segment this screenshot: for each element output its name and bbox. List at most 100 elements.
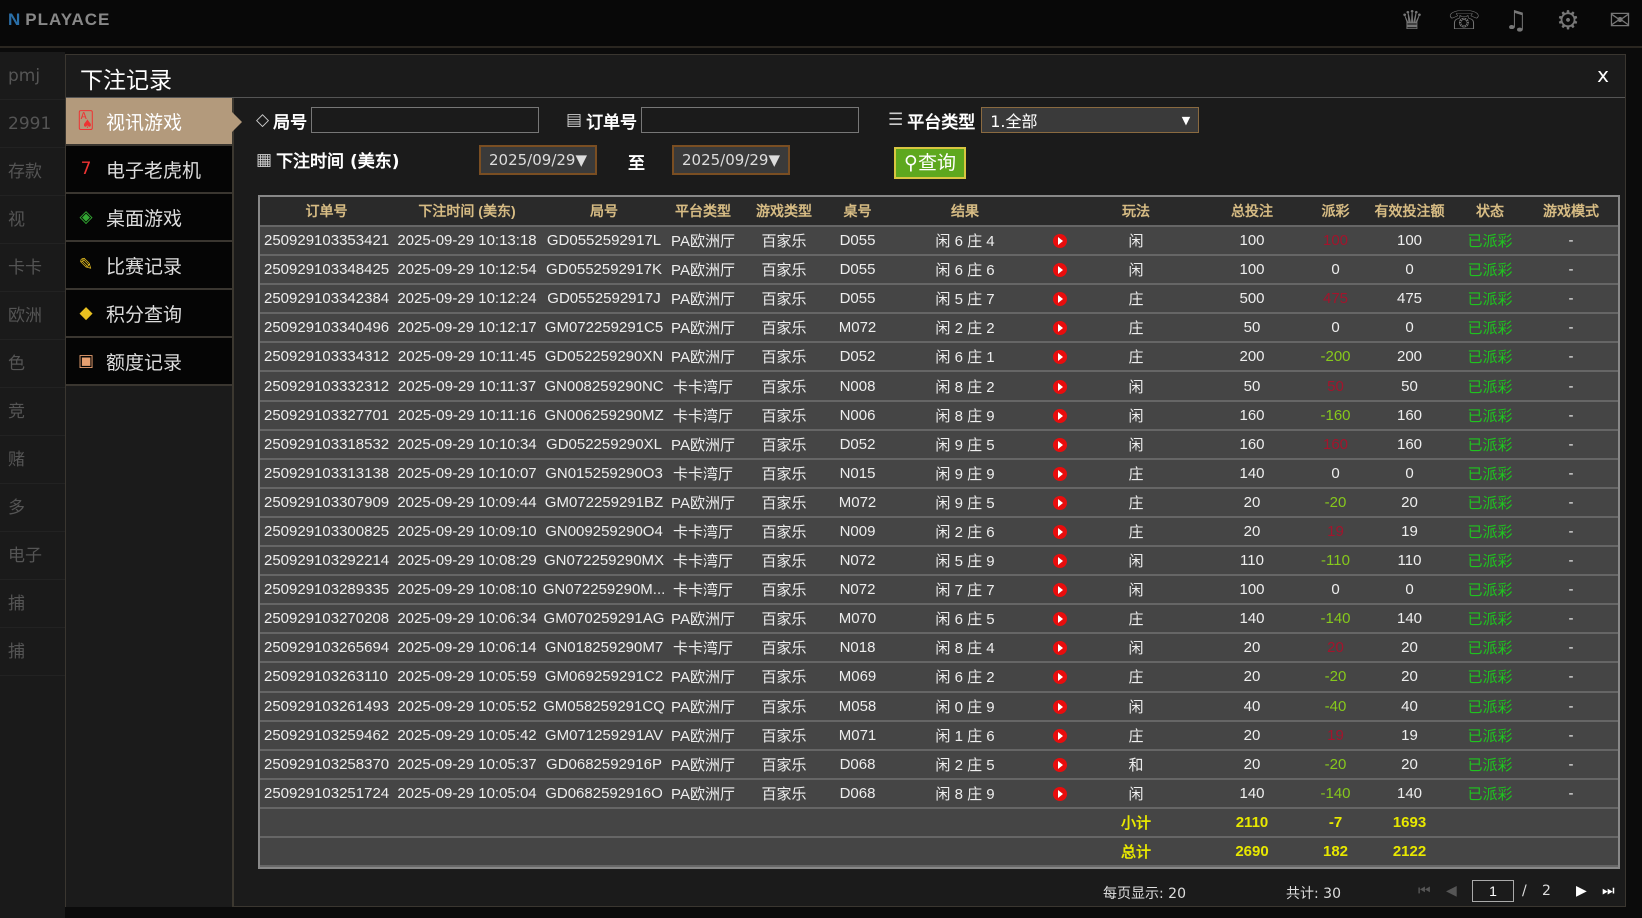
table-row[interactable]: 250929103263110 2025-09-29 10:05:59 GM0692… xyxy=(260,662,1618,693)
close-button[interactable]: x xyxy=(1597,63,1609,87)
play-video-icon[interactable] xyxy=(1053,699,1067,714)
platform-cell: 卡卡湾厅 xyxy=(667,400,739,431)
order-id-cell: 250929103327701 xyxy=(260,400,393,431)
play-video-icon[interactable] xyxy=(1053,321,1067,336)
table-row[interactable]: 250929103265694 2025-09-29 10:06:14 GN0182… xyxy=(260,633,1618,664)
payout-cell: 0 xyxy=(1308,458,1363,489)
game-type-cell: 百家乐 xyxy=(739,575,829,606)
gear-icon[interactable]: ⚙ xyxy=(1556,6,1580,36)
round-id-cell: GM072259291C5 xyxy=(541,313,667,344)
game-mode-cell: - xyxy=(1524,604,1618,635)
order-id-cell: 250929103263110 xyxy=(260,662,393,693)
column-header: 订单号 xyxy=(260,197,393,227)
total-bet-cell: 20 xyxy=(1196,487,1308,518)
nav-item-5[interactable]: ▣ 额度记录 xyxy=(66,338,232,386)
ticket-icon: ✎ xyxy=(78,255,94,275)
table-row[interactable]: 250929103292214 2025-09-29 10:08:29 GN0722… xyxy=(260,546,1618,577)
table-id-cell: M070 xyxy=(829,604,886,635)
valid-bet-cell: 40 xyxy=(1363,691,1456,722)
play-video-icon[interactable] xyxy=(1053,641,1067,656)
nav-item-1[interactable]: 7 电子老虎机 xyxy=(66,146,232,194)
total-bet-cell: 20 xyxy=(1196,749,1308,780)
music-icon[interactable]: ♫ xyxy=(1504,6,1528,36)
table-id-cell: D068 xyxy=(829,778,886,809)
query-button[interactable]: ⚲查询 xyxy=(894,147,966,179)
bet-type-cell: 和 xyxy=(1076,749,1196,780)
play-video-icon[interactable] xyxy=(1053,437,1067,452)
play-video-icon[interactable] xyxy=(1053,379,1067,394)
table-row[interactable]: 250929103342384 2025-09-29 10:12:24 GD0552… xyxy=(260,284,1618,315)
platform-select[interactable]: 1.全部 ▼ xyxy=(981,107,1200,133)
play-video-icon[interactable] xyxy=(1053,408,1067,423)
total-bet-cell: 50 xyxy=(1196,371,1308,402)
round-input[interactable] xyxy=(311,107,540,133)
table-id-cell: D055 xyxy=(829,226,886,257)
table-row[interactable]: 250929103348425 2025-09-29 10:12:54 GD0552… xyxy=(260,255,1618,286)
play-video-icon[interactable] xyxy=(1053,554,1067,569)
page-input[interactable] xyxy=(1472,880,1514,902)
play-video-icon[interactable] xyxy=(1053,263,1067,278)
chat-support-icon[interactable]: ☏ xyxy=(1448,6,1481,36)
play-video-icon[interactable] xyxy=(1053,670,1067,685)
play-video-icon[interactable] xyxy=(1053,786,1067,801)
last-page-icon[interactable]: ⏭ xyxy=(1602,883,1615,899)
valid-bet-cell: 20 xyxy=(1363,633,1456,664)
payout-cell: 20 xyxy=(1308,633,1363,664)
date-to-picker[interactable]: 2025/09/29▼ xyxy=(672,145,791,175)
bet-type-cell: 庄 xyxy=(1076,604,1196,635)
date-from-picker[interactable]: 2025/09/29▼ xyxy=(479,145,598,175)
page-count: 2 xyxy=(1542,883,1551,899)
status-cell: 已派彩 xyxy=(1456,255,1524,286)
table-row[interactable]: 250929103261493 2025-09-29 10:05:52 GM0582… xyxy=(260,691,1618,722)
table-row[interactable]: 250929103259462 2025-09-29 10:05:42 GM0712… xyxy=(260,720,1618,751)
table-row[interactable]: 250929103300825 2025-09-29 10:09:10 GN0092… xyxy=(260,516,1618,548)
column-header: 局号 xyxy=(541,197,667,227)
game-type-cell: 百家乐 xyxy=(739,458,829,489)
table-row[interactable]: 250929103258370 2025-09-29 10:05:37 GD0682… xyxy=(260,749,1618,780)
payout-cell: 19 xyxy=(1308,516,1363,548)
table-row[interactable]: 250929103307909 2025-09-29 10:09:44 GM0722… xyxy=(260,487,1618,518)
nav-item-3[interactable]: ✎ 比赛记录 xyxy=(66,242,232,290)
game-mode-cell: - xyxy=(1524,691,1618,722)
valid-bet-cell: 19 xyxy=(1363,720,1456,751)
nav-item-0[interactable]: 🂡 视讯游戏 xyxy=(66,98,242,146)
order-input[interactable] xyxy=(641,107,860,133)
nav-item-4[interactable]: ◆ 积分查询 xyxy=(66,290,232,338)
message-icon[interactable]: ✉ xyxy=(1609,6,1631,36)
bet-table: 订单号 下注时间 (美东) 局号 平台类型 游戏类型 桌号 结果 玩法 总投注 派彩 有效投注额 状态… xyxy=(258,195,1620,869)
play-video-icon[interactable] xyxy=(1053,728,1067,743)
table-row[interactable]: 250929103332312 2025-09-29 10:11:37 GN0082… xyxy=(260,371,1618,402)
status-cell: 已派彩 xyxy=(1456,284,1524,315)
table-row[interactable]: 250929103334312 2025-09-29 10:11:45 GD0522… xyxy=(260,342,1618,373)
background-menu-item: 捕 xyxy=(0,628,65,676)
vip-icon[interactable]: ♛ xyxy=(1400,6,1424,36)
first-page-icon[interactable]: ⏮ xyxy=(1418,883,1431,899)
table-row[interactable]: 250929103353421 2025-09-29 10:13:18 GD0552… xyxy=(260,226,1618,257)
platform-cell: PA欧洲厅 xyxy=(667,313,739,344)
table-row[interactable]: 250929103340496 2025-09-29 10:12:17 GM0722… xyxy=(260,313,1618,344)
play-video-icon[interactable] xyxy=(1053,292,1067,307)
table-row[interactable]: 250929103251724 2025-09-29 10:05:04 GD0682… xyxy=(260,778,1618,809)
play-video-icon[interactable] xyxy=(1053,495,1067,510)
background-menu-item: 多 xyxy=(0,484,65,532)
table-row[interactable]: 250929103289335 2025-09-29 10:08:10 GN0722… xyxy=(260,575,1618,606)
play-video-icon[interactable] xyxy=(1053,757,1067,772)
play-video-icon[interactable] xyxy=(1053,612,1067,627)
top-bar: N PLAYACE ♛ ☏ ♫ ⚙ ✉ xyxy=(0,0,1642,48)
play-video-icon[interactable] xyxy=(1053,466,1067,481)
table-row[interactable]: 250929103313138 2025-09-29 10:10:07 GN0152… xyxy=(260,458,1618,489)
play-video-icon[interactable] xyxy=(1053,525,1067,540)
play-video-icon[interactable] xyxy=(1053,234,1067,249)
table-row[interactable]: 250929103318532 2025-09-29 10:10:34 GD0522… xyxy=(260,429,1618,460)
prev-page-icon[interactable]: ◀ xyxy=(1446,883,1457,899)
to-label: 至 xyxy=(628,154,645,174)
table-row[interactable]: 250929103327701 2025-09-29 10:11:16 GN0062… xyxy=(260,400,1618,431)
next-page-icon[interactable]: ▶ xyxy=(1576,883,1587,899)
nav-item-2[interactable]: ◈ 桌面游戏 xyxy=(66,194,232,242)
play-video-icon[interactable] xyxy=(1053,350,1067,365)
table-row[interactable]: 250929103270208 2025-09-29 10:06:34 GM0702… xyxy=(260,604,1618,635)
play-video-icon[interactable] xyxy=(1053,583,1067,598)
bet-type-cell: 闲 xyxy=(1076,400,1196,431)
subtotal-valid-bet: 1693 xyxy=(1363,807,1456,838)
result-cell: 闲 0 庄 9 xyxy=(886,691,1044,722)
